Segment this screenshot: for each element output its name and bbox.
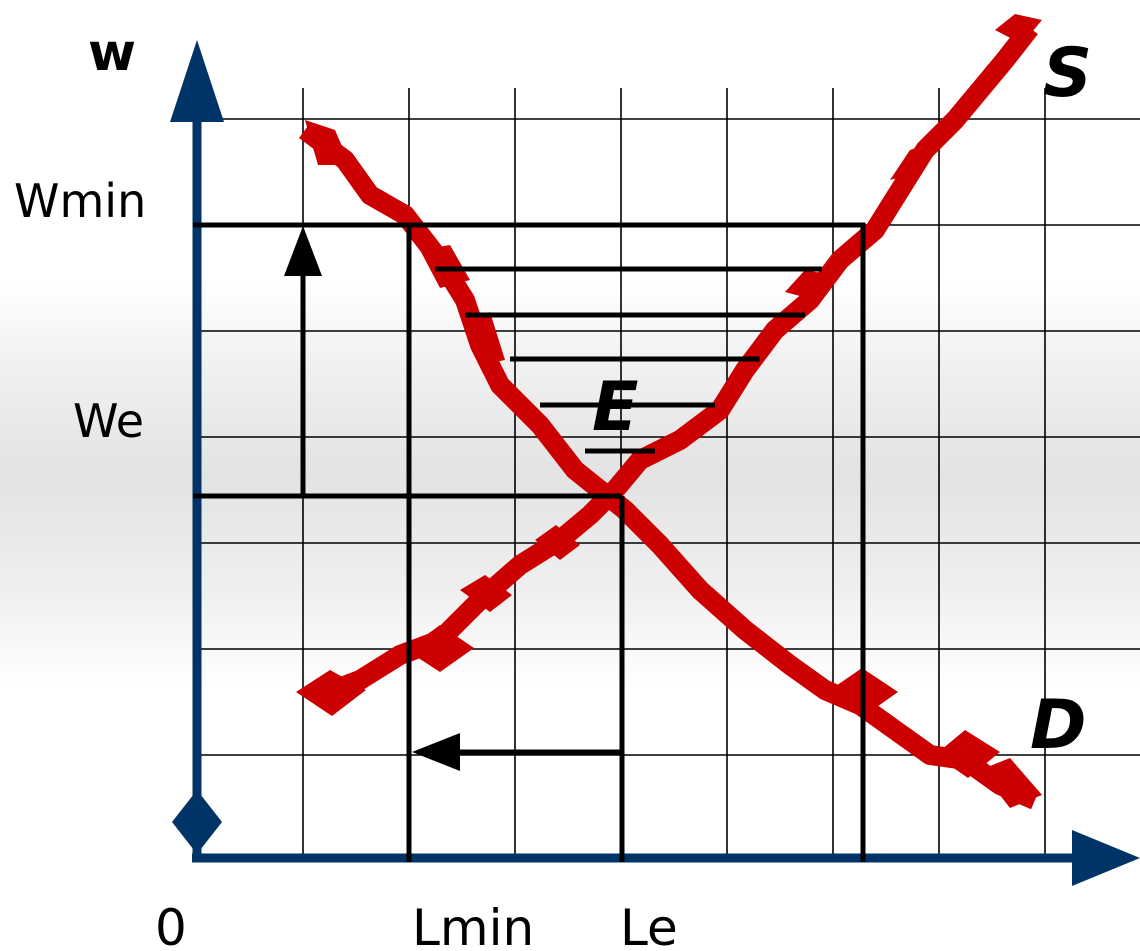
axes — [170, 40, 1140, 886]
y-tick-we: We — [73, 394, 144, 448]
x-tick-lmin: Lmin — [412, 899, 534, 951]
grid — [200, 88, 1140, 860]
surplus-bands — [435, 266, 822, 454]
wmin-guide — [193, 222, 866, 862]
x-tick-le: Le — [620, 899, 678, 951]
x-axis-arrow-icon — [1072, 830, 1140, 886]
guide-lines — [193, 222, 866, 862]
supply-curve-label: S — [1043, 34, 1092, 113]
equilibrium-label: E — [592, 368, 638, 447]
wage-rise-arrow-icon — [284, 226, 322, 276]
y-axis-arrow-icon — [170, 40, 224, 122]
supply-curve — [296, 14, 1042, 716]
origin-diamond-icon — [172, 790, 222, 854]
y-axis-label: w — [88, 23, 136, 83]
x-origin-label: 0 — [155, 899, 187, 951]
demand-curve — [299, 120, 1042, 810]
demand-curve-label: D — [1030, 686, 1086, 765]
employment-fall-arrow-icon — [412, 733, 460, 771]
y-tick-wmin: Wmin — [14, 174, 146, 228]
